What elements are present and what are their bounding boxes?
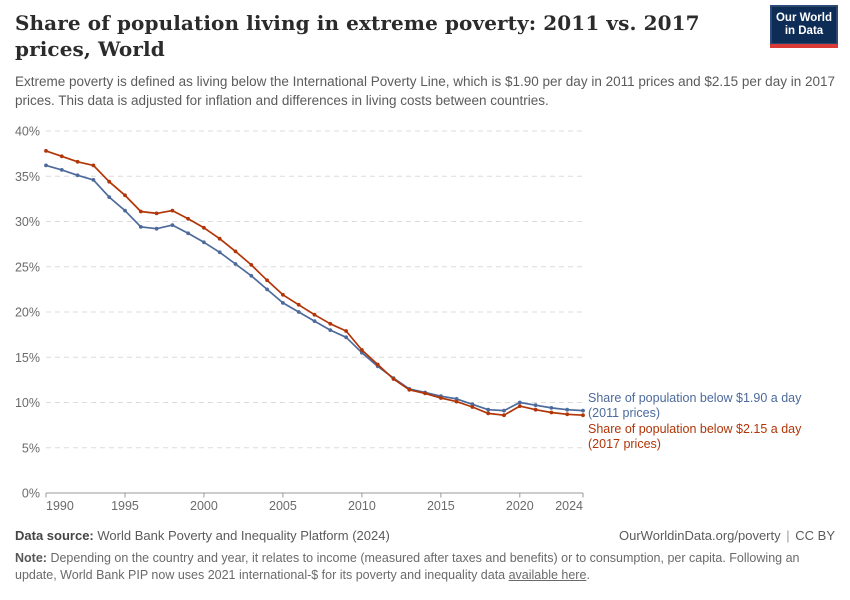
data-source: Data source: World Bank Poverty and Ineq… <box>15 528 390 543</box>
svg-text:10%: 10% <box>15 396 40 410</box>
svg-text:2010: 2010 <box>348 499 376 512</box>
x-axis-tick-labels: 1990 1995 2000 2005 2010 2015 2020 2024 <box>46 499 583 512</box>
series-label-2011-prices: Share of population below $1.90 a day (2… <box>588 391 838 420</box>
svg-text:5%: 5% <box>22 441 40 455</box>
owid-url[interactable]: OurWorldinData.org/poverty <box>619 528 781 543</box>
license-badge[interactable]: CC BY <box>795 528 835 543</box>
chart-header: Share of population living in extreme po… <box>15 10 835 111</box>
series-label-2017-prices: Share of population below $2.15 a day (2… <box>588 422 838 451</box>
svg-text:2005: 2005 <box>269 499 297 512</box>
y-axis-tick-labels: 0% 5% 10% 15% 20% 25% 30% 35% 40% <box>15 125 40 501</box>
svg-text:0%: 0% <box>22 487 40 501</box>
owid-logo[interactable]: Our World in Data <box>770 5 838 45</box>
data-series-lines <box>44 149 585 418</box>
data-source-value: World Bank Poverty and Inequality Platfo… <box>97 528 390 543</box>
series-label-2017-line2: (2017 prices) <box>588 436 661 451</box>
chart-footer: Data source: World Bank Poverty and Ineq… <box>15 528 835 585</box>
series-line-1 <box>44 149 585 418</box>
svg-text:2015: 2015 <box>427 499 455 512</box>
svg-text:1990: 1990 <box>46 499 74 512</box>
attribution: OurWorldinData.org/poverty | CC BY <box>619 528 835 543</box>
svg-text:35%: 35% <box>15 170 40 184</box>
svg-text:2024: 2024 <box>555 499 583 512</box>
available-here-link[interactable]: available here <box>508 568 587 583</box>
svg-text:2020: 2020 <box>506 499 534 512</box>
note-text: Depending on the country and year, it re… <box>15 551 800 583</box>
attribution-separator: | <box>786 528 790 543</box>
svg-text:40%: 40% <box>15 125 40 139</box>
chart-subtitle: Extreme poverty is defined as living bel… <box>15 73 835 108</box>
footnote: Note: Depending on the country and year,… <box>15 550 835 585</box>
series-label-2011-line2: (2011 prices) <box>588 405 661 420</box>
data-source-label: Data source: <box>15 528 94 543</box>
x-axis <box>45 492 584 498</box>
svg-text:25%: 25% <box>15 260 40 274</box>
note-label: Note: <box>15 551 47 565</box>
chart-title: Share of population living in extreme po… <box>15 11 700 62</box>
owid-logo-line1: Our World <box>775 12 832 25</box>
series-label-2011-line1: Share of population below $1.90 a day <box>588 391 802 405</box>
owid-logo-line2: in Data <box>784 25 824 37</box>
svg-text:20%: 20% <box>15 306 40 320</box>
svg-text:30%: 30% <box>15 215 40 229</box>
svg-text:15%: 15% <box>15 351 40 365</box>
gridlines <box>46 130 583 449</box>
svg-text:1995: 1995 <box>111 499 139 512</box>
series-line-0 <box>44 163 585 413</box>
line-chart-canvas[interactable]: 0% 5% 10% 15% 20% 25% 30% 35% 40% 1990 1995 2000 200… <box>0 118 850 512</box>
svg-text:2000: 2000 <box>190 499 218 512</box>
owid-logo-red-bar <box>770 44 838 48</box>
series-label-2017-line1: Share of population below $2.15 a day <box>588 422 802 436</box>
note-suffix: . <box>586 568 590 583</box>
